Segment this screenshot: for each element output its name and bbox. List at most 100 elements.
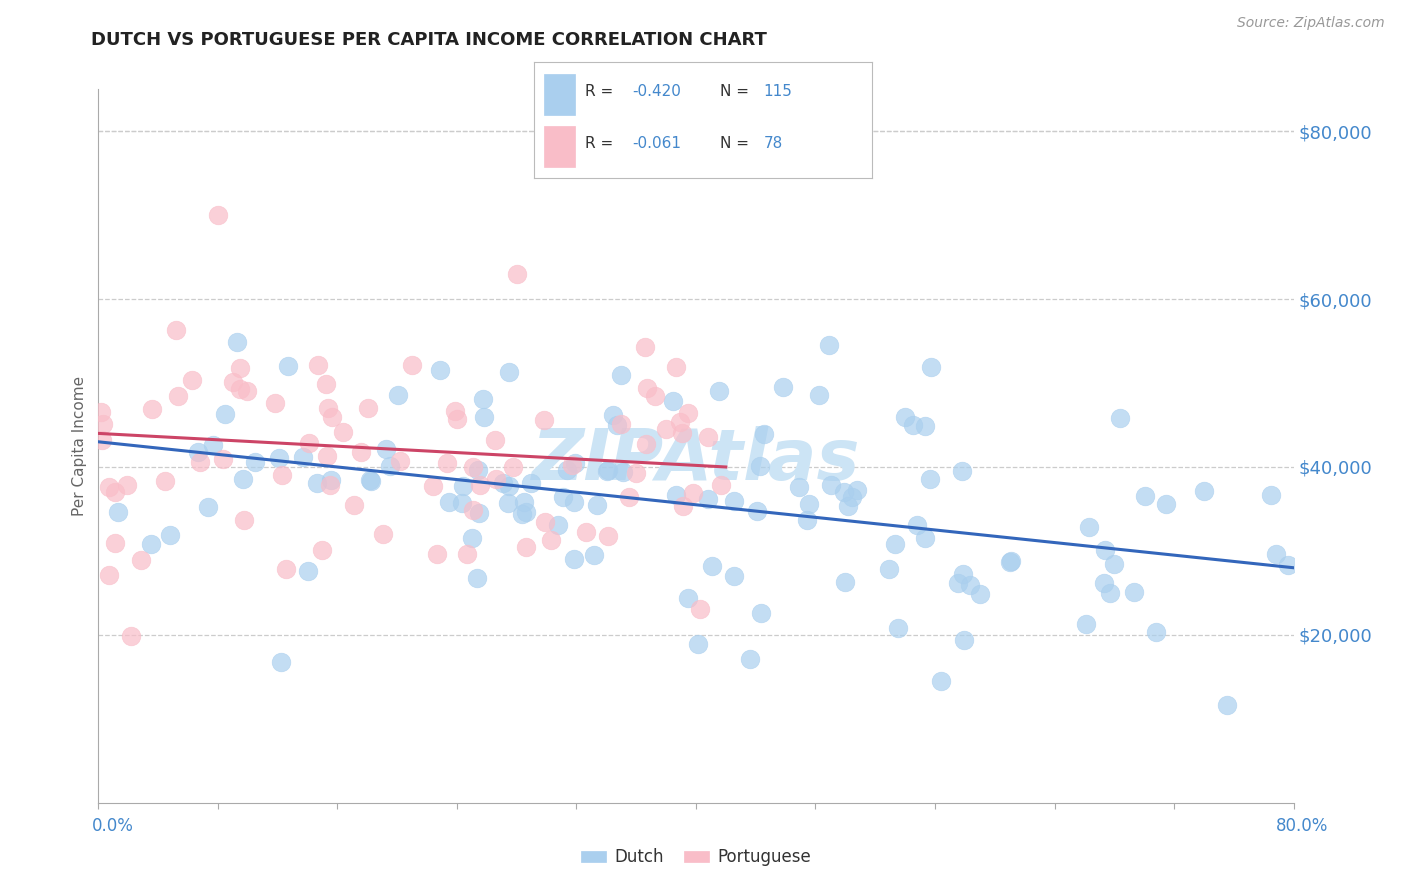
Point <box>562 495 585 509</box>
Point <box>948 575 970 590</box>
Point <box>492 476 515 491</box>
Point <box>436 456 458 470</box>
Point <box>1154 497 1177 511</box>
Point <box>444 404 467 418</box>
Point <box>1108 411 1130 425</box>
Point <box>515 505 537 519</box>
Point <box>343 498 366 512</box>
Point <box>387 387 409 401</box>
Point <box>360 474 382 488</box>
Point <box>877 562 900 576</box>
Point <box>1265 547 1288 561</box>
Point <box>97 568 120 582</box>
Bar <box>544 126 575 167</box>
Point <box>700 558 723 573</box>
Point <box>321 410 343 425</box>
Point <box>748 458 770 473</box>
Point <box>465 571 488 585</box>
Point <box>540 533 562 548</box>
Point <box>610 417 633 431</box>
Text: N =: N = <box>720 84 754 99</box>
Point <box>901 417 924 432</box>
Point <box>233 513 256 527</box>
Point <box>914 531 936 545</box>
Point <box>229 361 252 376</box>
Point <box>723 494 745 508</box>
Point <box>669 415 692 429</box>
Point <box>561 458 583 473</box>
Point <box>841 491 863 505</box>
Point <box>697 492 720 507</box>
Point <box>606 418 628 433</box>
Point <box>271 467 294 482</box>
Point <box>468 477 491 491</box>
Point <box>533 515 555 529</box>
Point <box>832 485 855 500</box>
Point <box>634 340 657 354</box>
Point <box>914 419 936 434</box>
Point <box>752 427 775 442</box>
Point <box>129 553 152 567</box>
Point <box>1078 520 1101 534</box>
Point <box>422 479 444 493</box>
Point <box>555 463 578 477</box>
Point <box>319 478 342 492</box>
Point <box>267 451 290 466</box>
Point <box>120 629 142 643</box>
Point <box>305 475 328 490</box>
Point <box>506 267 529 281</box>
Point <box>998 555 1021 569</box>
Point <box>107 505 129 519</box>
Point <box>918 472 941 486</box>
Point <box>243 455 266 469</box>
Point <box>665 359 688 374</box>
Point <box>316 401 339 416</box>
Point <box>141 402 163 417</box>
Point <box>520 475 543 490</box>
Point <box>165 323 187 337</box>
Point <box>91 433 114 447</box>
Point <box>602 409 624 423</box>
Point <box>468 507 491 521</box>
Point <box>515 540 537 554</box>
Point <box>484 433 506 447</box>
Point <box>232 472 254 486</box>
Point <box>689 602 711 616</box>
Point <box>1260 488 1282 502</box>
Point <box>644 389 666 403</box>
Text: 115: 115 <box>763 84 793 99</box>
Point <box>1122 584 1144 599</box>
Point <box>359 474 381 488</box>
Point <box>460 532 482 546</box>
Point <box>709 384 731 398</box>
Point <box>115 478 138 492</box>
Point <box>270 655 292 669</box>
Point <box>474 410 496 425</box>
Point <box>350 445 373 459</box>
Point <box>553 490 575 504</box>
Point <box>461 459 484 474</box>
Point <box>952 567 974 582</box>
Point <box>1000 554 1022 568</box>
Point <box>451 496 474 510</box>
Text: Source: ZipAtlas.com: Source: ZipAtlas.com <box>1237 16 1385 30</box>
Point <box>214 407 236 421</box>
Point <box>498 365 520 379</box>
Point <box>188 455 211 469</box>
Point <box>583 548 606 562</box>
Point <box>905 517 928 532</box>
Point <box>637 380 659 394</box>
Point <box>820 477 842 491</box>
Point <box>585 498 607 512</box>
Point <box>808 388 831 402</box>
Point <box>212 452 235 467</box>
Point <box>91 417 114 432</box>
Point <box>307 358 329 372</box>
Point <box>710 478 733 492</box>
Point <box>236 384 259 399</box>
Point <box>619 490 641 504</box>
Point <box>772 380 794 394</box>
Point <box>738 652 761 666</box>
Point <box>502 460 524 475</box>
Point <box>1216 698 1239 712</box>
